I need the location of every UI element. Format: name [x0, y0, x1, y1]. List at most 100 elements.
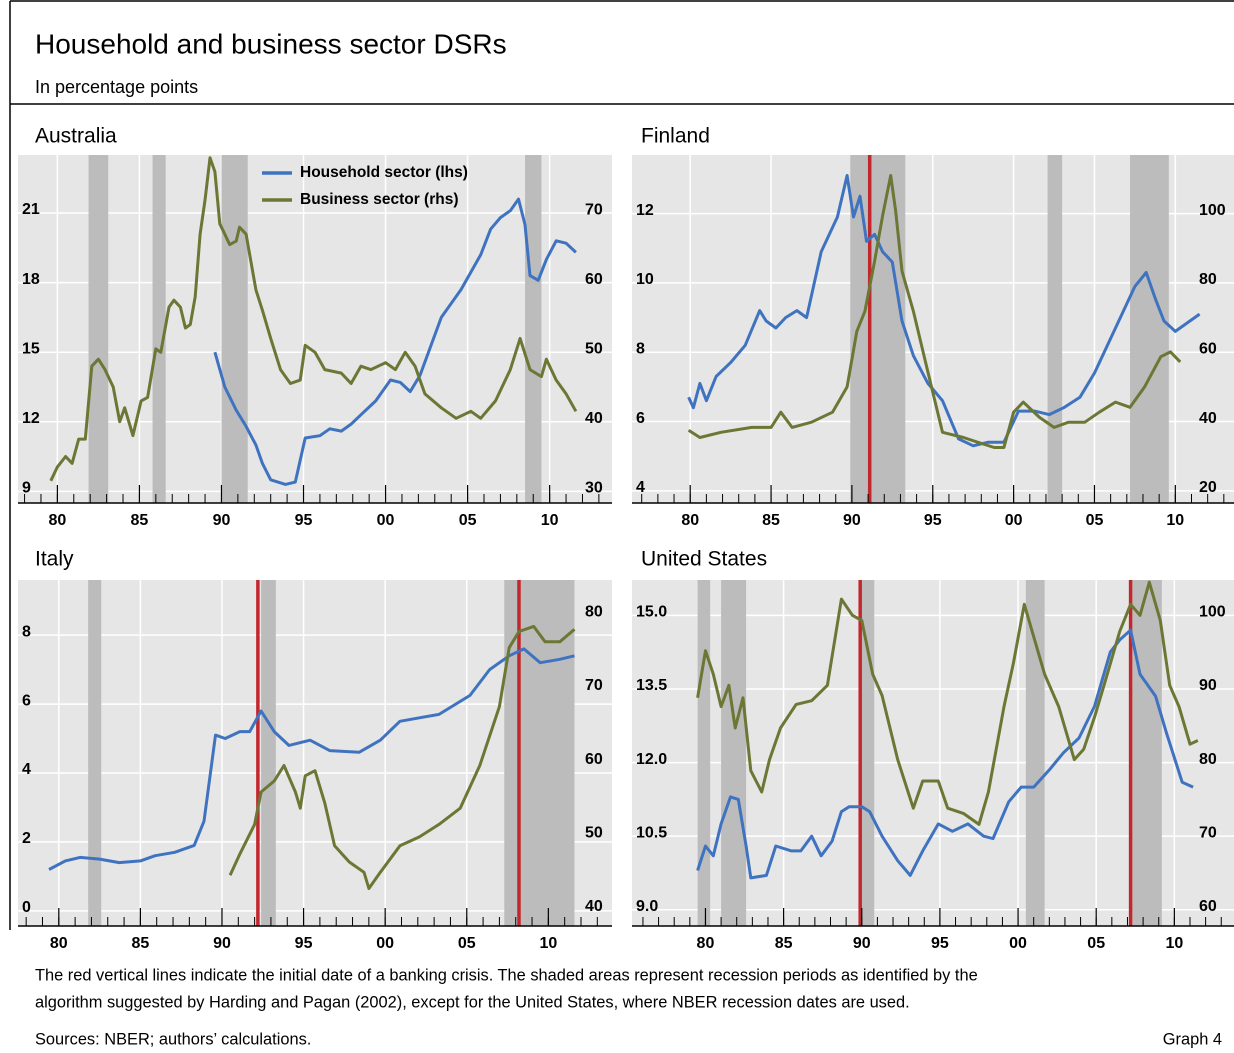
x-tick-label: 80 [50, 935, 68, 952]
y-tick-label: 9 [22, 480, 31, 497]
recession-band [261, 580, 276, 926]
x-tick-label: 00 [376, 935, 394, 952]
y2-tick-label: 70 [1199, 824, 1217, 841]
y2-tick-label: 70 [585, 202, 603, 219]
x-tick-label: 85 [131, 935, 149, 952]
y-tick-label: 15 [22, 340, 40, 357]
series-line [687, 174, 1201, 448]
recession-band [221, 155, 248, 503]
y2-tick-label: 80 [585, 604, 603, 621]
series-line [228, 624, 576, 890]
x-tick-label: 95 [295, 512, 313, 529]
legend-label: Household sector (lhs) [300, 164, 468, 181]
y-tick-label: 9.0 [636, 898, 658, 915]
plot-area [18, 580, 612, 926]
x-tick-label: 05 [1086, 512, 1104, 529]
x-tick-label: 00 [1009, 935, 1027, 952]
x-tick-label: 10 [541, 512, 559, 529]
y-tick-label: 2 [22, 830, 31, 847]
y-tick-label: 12 [636, 202, 654, 219]
y2-tick-label: 60 [1199, 898, 1217, 915]
x-tick-label: 10 [539, 935, 557, 952]
panel: Finland 80 85 90 95 00 05 10 4 6 8 10 12 20 40 60 80 100 [632, 125, 1234, 529]
x-tick-label: 90 [853, 935, 871, 952]
y-tick-label: 6 [22, 692, 31, 709]
series-line [687, 174, 1182, 449]
panel-title: Finland [641, 125, 710, 148]
recession-band [152, 155, 166, 503]
x-tick-label: 10 [1165, 935, 1183, 952]
x-tick-label: 90 [843, 512, 861, 529]
x-tick-label: 05 [459, 512, 477, 529]
series-line [213, 197, 577, 486]
plot-area [632, 155, 1234, 503]
x-tick-label: 85 [131, 512, 149, 529]
footnote: The red vertical lines indicate the init… [35, 966, 978, 984]
recession-band [1025, 580, 1045, 926]
recession-band [88, 580, 102, 926]
y-tick-label: 13.5 [636, 677, 667, 694]
y-tick-label: 10 [636, 271, 654, 288]
panel-title: Australia [35, 125, 117, 148]
y-tick-label: 21 [22, 201, 40, 218]
x-tick-label: 10 [1166, 512, 1184, 529]
y2-tick-label: 100 [1199, 604, 1226, 621]
x-tick-label: 90 [213, 935, 231, 952]
page-subtitle: In percentage points [35, 77, 198, 97]
x-tick-label: 95 [931, 935, 949, 952]
x-tick-label: 05 [1087, 935, 1105, 952]
series-line [48, 647, 575, 871]
y-tick-label: 0 [22, 899, 31, 916]
sources: Sources: NBER; authors’ calculations. [35, 1030, 311, 1048]
y-tick-label: 18 [22, 271, 40, 288]
y2-tick-label: 60 [585, 271, 603, 288]
y-tick-label: 8 [22, 623, 31, 640]
recession-band [1047, 155, 1063, 503]
y-tick-label: 4 [22, 761, 31, 778]
recession-band [1130, 155, 1169, 503]
recession-band [1132, 580, 1162, 926]
y2-tick-label: 60 [1199, 340, 1217, 357]
y2-tick-label: 20 [1199, 479, 1217, 496]
plot-area [18, 155, 612, 503]
x-tick-label: 05 [458, 935, 476, 952]
y2-tick-label: 80 [1199, 271, 1217, 288]
x-tick-label: 80 [681, 512, 699, 529]
x-tick-label: 85 [762, 512, 780, 529]
x-tick-label: 95 [924, 512, 942, 529]
plot-area [632, 580, 1234, 926]
panel: Italy 80 85 90 95 00 05 10 0 2 4 6 8 40 50 60 70 80 [18, 548, 612, 952]
y2-tick-label: 90 [1199, 677, 1217, 694]
x-tick-label: 85 [775, 935, 793, 952]
x-tick-label: 90 [213, 512, 231, 529]
y2-tick-label: 30 [585, 479, 603, 496]
y2-tick-label: 70 [585, 677, 603, 694]
panel: Australia 80 85 90 95 00 05 10 9 12 15 18 21 30 40 50 60… [18, 125, 612, 529]
graph-number: Graph 4 [1163, 1030, 1222, 1048]
footnote: algorithm suggested by Harding and Pagan… [35, 993, 910, 1011]
y2-tick-label: 40 [1199, 410, 1217, 427]
series-line [49, 156, 578, 482]
y-tick-label: 12.0 [636, 751, 667, 768]
series-line [696, 628, 1194, 880]
x-tick-label: 00 [1005, 512, 1023, 529]
recession-band [525, 155, 542, 503]
y2-tick-label: 40 [585, 410, 603, 427]
x-tick-label: 80 [48, 512, 66, 529]
y-tick-label: 6 [636, 410, 645, 427]
panel-title: United States [641, 548, 767, 571]
y2-tick-label: 80 [1199, 751, 1217, 768]
legend-label: Business sector (rhs) [300, 191, 459, 208]
x-tick-label: 00 [377, 512, 395, 529]
recession-band [88, 155, 109, 503]
y2-tick-label: 100 [1199, 202, 1226, 219]
recession-band [721, 580, 747, 926]
recession-band [697, 580, 711, 926]
y2-tick-label: 50 [585, 824, 603, 841]
panel: United States 80 85 90 95 00 05 10 9.0 10.5 12.0 13… [632, 548, 1234, 952]
y-tick-label: 8 [636, 340, 645, 357]
y-tick-label: 10.5 [636, 824, 667, 841]
x-tick-label: 80 [697, 935, 715, 952]
